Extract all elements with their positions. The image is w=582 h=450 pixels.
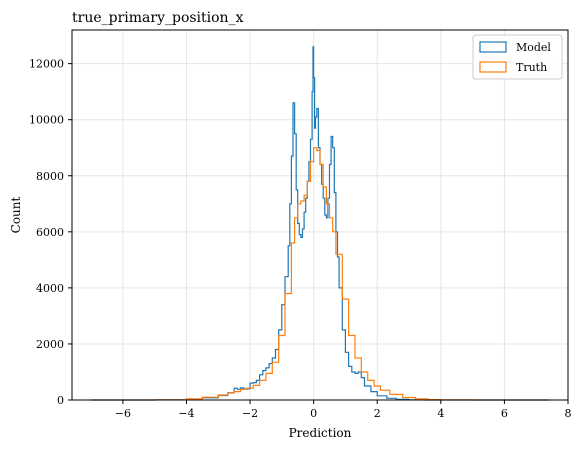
x-tick-label: 2 <box>374 407 381 420</box>
legend-swatch-truth <box>479 61 507 73</box>
plot-frame <box>71 29 569 401</box>
x-tick-label: −2 <box>242 407 258 420</box>
series-line-truth <box>91 147 549 401</box>
x-tick-label: 0 <box>310 407 317 420</box>
legend-box <box>472 34 563 80</box>
legend-label-model: Model <box>516 41 551 54</box>
grid <box>72 30 569 401</box>
ticks: −6 −4 −2 0 2 4 6 8 0 2000 4000 6000 8000 10000 12000 <box>29 58 572 420</box>
y-axis-label: Count <box>9 196 23 233</box>
legend-label-truth: Truth <box>516 61 547 74</box>
legend-swatch-model <box>479 41 507 53</box>
x-tick-label: 4 <box>437 407 444 420</box>
y-tick-label: 6000 <box>36 226 64 239</box>
series-line-model <box>91 46 549 401</box>
y-tick-label: 0 <box>57 394 64 407</box>
axes <box>71 29 569 401</box>
y-tick-label: 8000 <box>36 170 64 183</box>
legend: Model Truth <box>472 34 563 80</box>
x-tick-label: −4 <box>178 407 194 420</box>
x-axis-label: Prediction <box>289 426 352 440</box>
y-tick-label: 10000 <box>29 114 64 127</box>
y-tick-label: 2000 <box>36 338 64 351</box>
x-tick-label: −6 <box>115 407 131 420</box>
chart-title: true_primary_position_x <box>72 10 244 26</box>
x-tick-label: 8 <box>565 407 572 420</box>
y-tick-label: 12000 <box>29 58 64 71</box>
x-tick-label: 6 <box>501 407 508 420</box>
y-tick-label: 4000 <box>36 282 64 295</box>
series-layer <box>91 46 549 401</box>
